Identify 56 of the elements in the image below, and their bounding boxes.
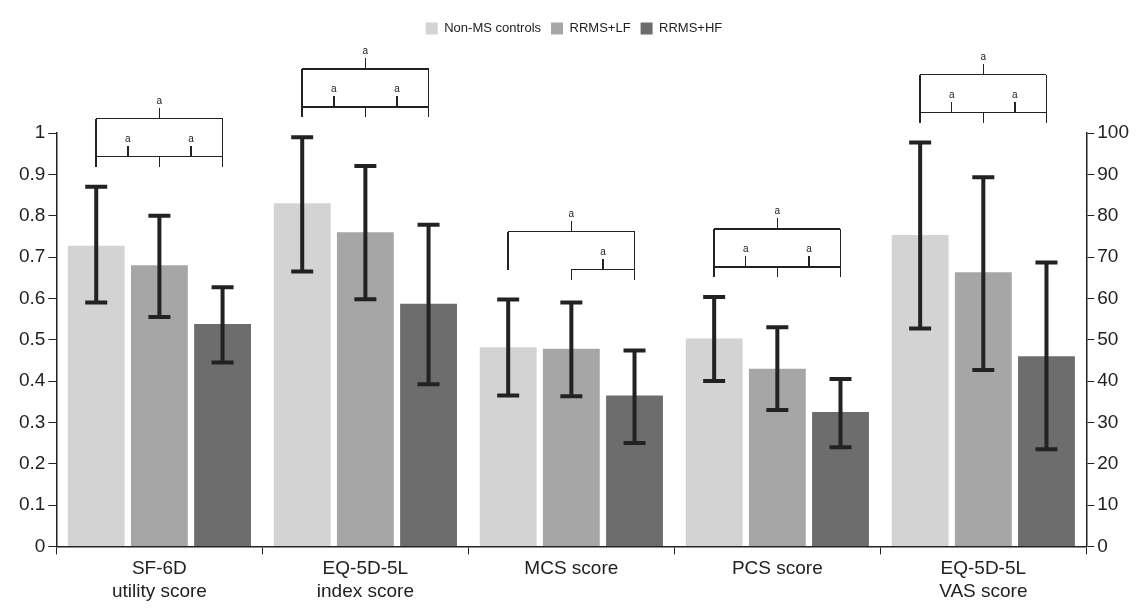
annotation: a [187,131,195,145]
y-tick-label: 0.1 [18,493,46,515]
bar [606,395,663,546]
y2-tick-label: 80 [1097,203,1119,225]
x-tick-label: EQ-5D-5L index score [316,557,414,601]
annotation: a [773,204,782,218]
annotation: a [599,244,607,258]
text: a [947,87,956,101]
bar [400,303,457,546]
bar [479,347,537,546]
y-tick-label: 0.4 [18,369,46,391]
y-tick-label: 0 [34,534,46,556]
x-tick-label: PCS score [731,557,823,579]
y2-tick-label: 50 [1097,327,1119,349]
bar [336,232,394,546]
y2-tick-label: 40 [1097,369,1119,391]
text: a [361,44,370,58]
text: a [979,49,988,63]
y2-tick-label: 20 [1097,451,1119,473]
y2-tick-label: 70 [1097,245,1119,267]
y-tick-label: 0.8 [18,203,46,225]
y-tick-label: 0.7 [18,245,46,267]
y2-tick-label: 10 [1097,493,1119,515]
y-tick-label: 0.5 [18,327,46,349]
bar [542,348,600,546]
x-tick-label: MCS score [524,557,619,579]
y-tick-label: 0.3 [18,410,46,432]
bar [67,245,125,546]
bar [812,412,869,546]
text: a [155,93,164,107]
annotation: a [124,131,132,145]
y2-tick-label: 60 [1097,286,1119,308]
bar [130,265,188,546]
text: a [330,82,338,96]
y-tick-label: 0.6 [18,286,46,308]
text: a [393,82,401,96]
y-tick-label: 0.2 [18,451,46,473]
y2-tick-label: 30 [1097,410,1119,432]
annotation: a [741,242,750,256]
legend-label: Non-MS controls [444,20,542,36]
x-tick-label: SF-6D utility score [111,557,207,601]
bar [273,203,331,546]
y2-tick-label: 0 [1097,534,1108,556]
legend-label: RRMS+LF [569,20,631,36]
y-tick-label: 1 [34,121,46,143]
y2-tick-label: 100 [1097,121,1129,143]
annotation: a [567,206,576,220]
bar [685,338,743,546]
text: a [1011,87,1019,101]
bar [194,323,251,546]
bar [748,368,806,546]
x-tick-label: EQ-5D-5L VAS score [939,557,1028,601]
legend-label: RRMS+HF [659,20,723,36]
y-tick-label: 0.9 [18,162,46,184]
y2-tick-label: 90 [1097,162,1119,184]
annotation: a [805,242,813,256]
